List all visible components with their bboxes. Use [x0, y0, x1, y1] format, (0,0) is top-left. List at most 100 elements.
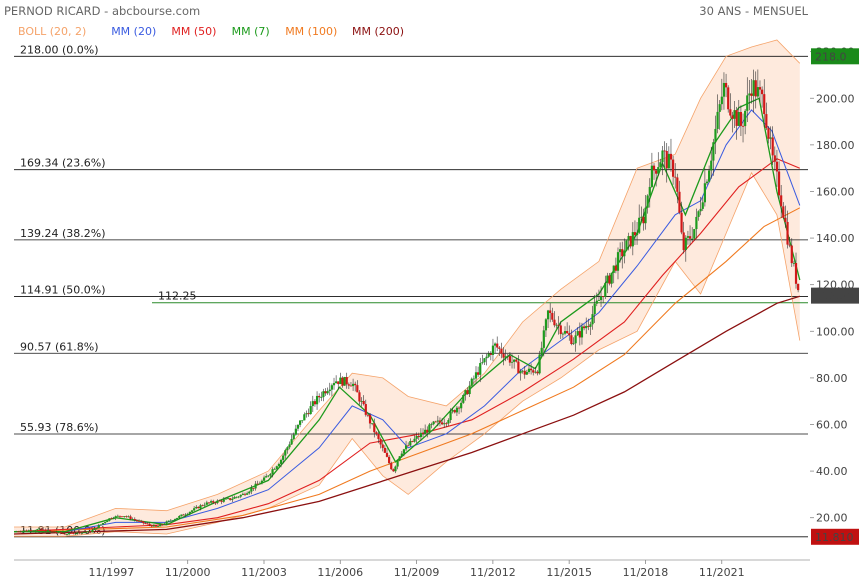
period-label: 30 ANS - MENSUEL — [699, 4, 808, 18]
candle-body — [186, 513, 189, 515]
series-line-mm-50 — [13, 158, 801, 533]
candle-body — [625, 240, 628, 251]
price-badge — [811, 287, 859, 304]
candle-body — [680, 212, 683, 233]
candle-body — [739, 111, 743, 126]
price-badge-label: 218.0 — [815, 50, 847, 63]
candle-body — [585, 325, 588, 329]
candle-body — [328, 389, 331, 392]
candle-body — [578, 331, 581, 338]
candle-body — [371, 423, 374, 425]
candle-body — [610, 272, 613, 284]
candle-body — [411, 441, 414, 442]
candle-body — [508, 356, 512, 363]
candle-body — [447, 420, 450, 424]
chart-title: PERNOD RICARD - abcbourse.com — [4, 4, 200, 18]
candle-body — [777, 171, 781, 196]
candle-body — [669, 153, 673, 160]
candle-body — [118, 515, 122, 517]
price-badge — [811, 48, 859, 65]
candle-body — [744, 110, 747, 127]
candle-body — [15, 531, 18, 533]
candle-body — [235, 496, 238, 498]
candle-body — [23, 530, 26, 532]
candle-body — [655, 170, 658, 174]
candle-body — [538, 354, 541, 374]
candle-body — [216, 500, 219, 503]
candle-body — [254, 483, 257, 489]
candle-body — [788, 244, 791, 246]
candle-body — [559, 325, 562, 334]
candle-body — [212, 501, 215, 503]
candle-body — [415, 435, 418, 439]
candle-body — [159, 524, 162, 527]
candle-body — [142, 521, 145, 524]
candle-body — [390, 463, 393, 470]
price-badge-label: 11.810 — [815, 531, 854, 544]
y-tick-label: 180.00 — [816, 139, 855, 152]
candle-body — [114, 516, 117, 519]
candle-body — [63, 533, 66, 535]
candle-body — [576, 331, 579, 336]
candle-body — [269, 473, 272, 476]
candle-body — [417, 435, 420, 438]
candle-body — [710, 160, 713, 171]
y-tick-label: 160.00 — [816, 185, 855, 198]
candle-body — [173, 519, 177, 521]
candle-body — [356, 385, 359, 393]
candle-body — [667, 153, 670, 169]
candle-body — [771, 137, 774, 156]
candle-body — [542, 330, 545, 348]
candle-body — [218, 500, 221, 502]
candle-body — [432, 421, 435, 425]
candle-body — [214, 502, 217, 504]
candle-body — [786, 221, 789, 245]
candle-body — [129, 516, 132, 520]
candle-body — [290, 439, 293, 445]
x-tick-label: 11/2009 — [394, 566, 440, 579]
candle-body — [116, 515, 119, 517]
candle-body — [301, 420, 304, 422]
plot-area: 218.00 (0.0%) 169.34 (23.6%) 139.24 (38.2%… — [13, 39, 859, 579]
candle-body — [345, 376, 348, 385]
candle-body — [455, 407, 459, 413]
candle-body — [729, 109, 732, 116]
candle-body — [483, 358, 486, 363]
candle-body — [373, 423, 376, 433]
candle-body — [154, 525, 158, 527]
candle-body — [714, 128, 717, 143]
candle-body — [74, 533, 77, 535]
candle-body — [487, 353, 490, 357]
candle-body — [231, 498, 234, 500]
candle-body — [335, 381, 338, 384]
candle-body — [248, 491, 251, 494]
candle-body — [195, 506, 198, 509]
candle-body — [31, 530, 35, 532]
candle-body — [551, 312, 554, 320]
candle-body — [246, 493, 249, 495]
candle-body — [239, 494, 242, 497]
candle-body — [474, 372, 478, 379]
candle-body — [252, 487, 255, 489]
x-tick-label: 11/2000 — [165, 566, 211, 579]
candle-body — [366, 414, 370, 416]
candle-body — [19, 531, 22, 533]
candle-body — [343, 376, 346, 386]
candle-body — [226, 498, 230, 499]
candle-body — [701, 202, 704, 209]
y-tick-label: 200.00 — [816, 92, 855, 105]
candle-body — [120, 516, 124, 518]
candle-body — [794, 263, 798, 284]
candle-body — [167, 520, 170, 522]
candle-body — [40, 528, 43, 530]
candle-body — [652, 165, 656, 171]
candle-body — [763, 94, 766, 115]
candle-body — [65, 534, 69, 535]
candle-body — [180, 514, 183, 516]
candle-body — [752, 80, 755, 96]
candle-body — [608, 275, 611, 284]
candle-body — [479, 363, 482, 375]
candle-body — [224, 498, 228, 500]
candle-body — [553, 319, 556, 326]
candle-body — [758, 87, 762, 90]
